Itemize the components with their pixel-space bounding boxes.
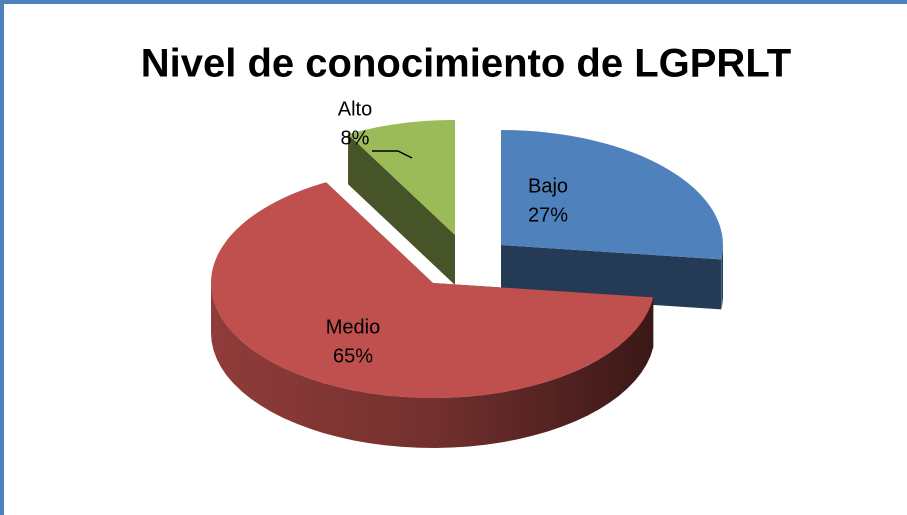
slice-wall <box>348 134 455 285</box>
slice-value-label: 8% <box>341 127 370 149</box>
slice-side <box>211 283 654 448</box>
slice-value-label: 65% <box>333 345 373 367</box>
slice-category-label: Bajo <box>528 175 568 197</box>
pie-slice <box>210 182 654 398</box>
pie-slice <box>348 120 455 235</box>
slice-side <box>721 245 723 310</box>
leader-line <box>372 150 413 159</box>
chart-title: Nivel de conocimiento de LGPRLT <box>141 42 791 86</box>
slice-category-label: Medio <box>326 316 380 338</box>
pie-slice <box>501 130 723 260</box>
slice-category-label: Alto <box>338 98 372 120</box>
slice-value-label: 27% <box>528 204 568 226</box>
